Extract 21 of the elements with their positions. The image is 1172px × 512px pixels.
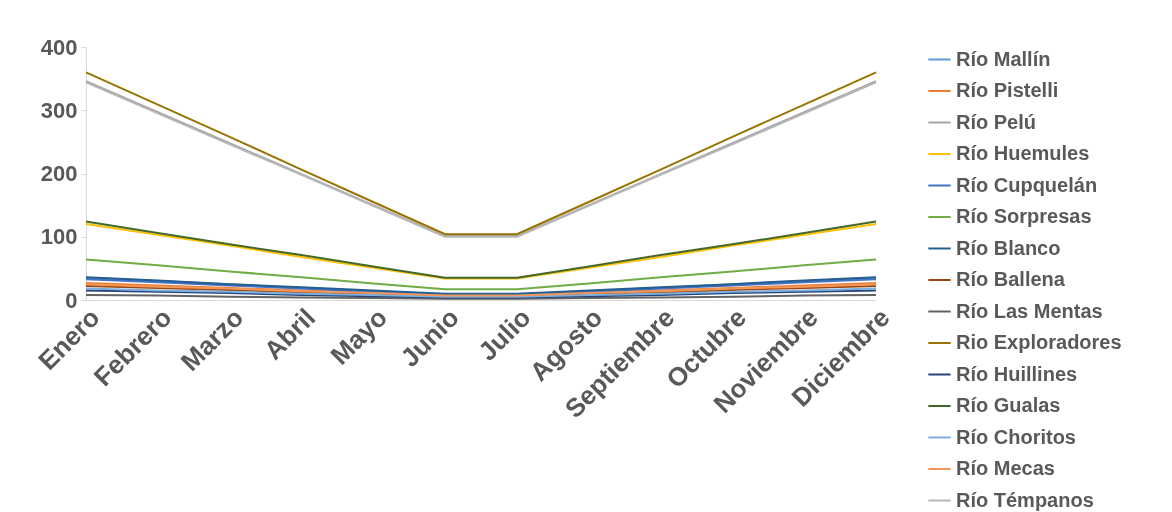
legend-label: Río Blanco — [956, 236, 1061, 259]
y-tick-label: 100 — [40, 224, 78, 250]
y-tick-label: 300 — [40, 97, 78, 123]
legend-label: Río Huillines — [956, 362, 1078, 385]
legend-label: Río Sorpresas — [956, 205, 1092, 227]
legend-label: Río Gualas — [956, 394, 1061, 416]
legend-label: Río Huemules — [956, 142, 1090, 164]
legend-label: Río Las Mentas — [956, 299, 1103, 322]
legend-label: Río Choritos — [956, 425, 1076, 448]
y-tick-label: 0 — [65, 287, 78, 313]
legend-label: Río Pelú — [956, 110, 1037, 133]
y-tick-label: 200 — [40, 161, 78, 186]
legend-label: Río Pistelli — [956, 79, 1059, 101]
y-tick-label: 400 — [40, 34, 78, 60]
legend-label: Rio Exploradores — [956, 331, 1122, 353]
line-series — [85, 258, 877, 291]
legend-label: Río Cupquelán — [956, 173, 1098, 196]
legend-label: Río Mecas — [956, 457, 1055, 479]
legend-label: Río Témpanos — [956, 488, 1094, 511]
legend-label: Río Mallín — [956, 47, 1051, 70]
legend-label: Río Ballena — [956, 268, 1066, 290]
